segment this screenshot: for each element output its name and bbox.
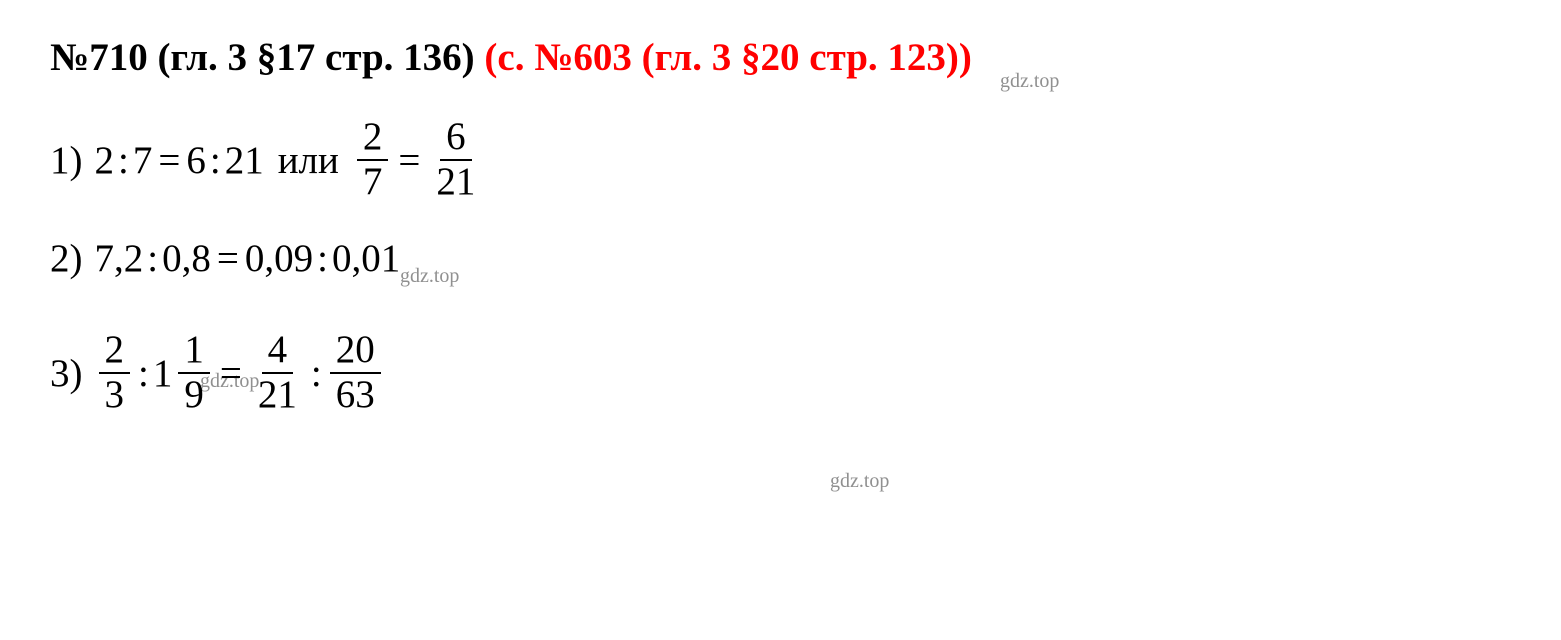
p3-fraction-1: 2 3 — [99, 329, 131, 417]
p3-mixed-fraction: 1 1 9 — [153, 329, 214, 417]
p1-frac2-den: 21 — [430, 161, 481, 204]
p1-right-b: 21 — [225, 138, 264, 183]
p3-frac1-den: 3 — [99, 374, 131, 417]
p1-frac1-num: 2 — [357, 116, 389, 161]
p3-mixed-whole: 1 — [153, 351, 173, 396]
watermark-4: gdz.top — [830, 470, 889, 493]
p1-right-a: 6 — [186, 138, 206, 183]
p1-eq-2: = — [398, 138, 420, 183]
problem-3: 3) 2 3 : 1 1 9 = 4 21 : 20 63 — [50, 323, 1511, 423]
p1-frac2-num: 6 — [440, 116, 472, 161]
p1-left-a: 2 — [95, 138, 115, 183]
p1-eq-1: = — [158, 138, 180, 183]
colon-icon: : — [118, 138, 129, 183]
problem-1-number: 1) — [50, 138, 83, 183]
p2-eq: = — [217, 236, 239, 281]
p3-frac2-den: 21 — [252, 374, 303, 417]
problem-3-number: 3) — [50, 351, 83, 396]
p1-frac1-den: 7 — [357, 161, 389, 204]
p1-left-b: 7 — [133, 138, 153, 183]
colon-icon: : — [210, 138, 221, 183]
p1-or-text: или — [278, 138, 339, 183]
p3-frac2-num: 4 — [262, 329, 294, 374]
p3-frac3-num: 20 — [330, 329, 381, 374]
problem-1: 1) 2 : 7 = 6 : 21 или 2 7 = 6 21 — [50, 110, 1511, 210]
p2-left-a: 7,2 — [95, 236, 144, 281]
watermark-1: gdz.top — [1000, 70, 1059, 93]
p1-fraction-2: 6 21 — [430, 116, 481, 204]
p3-mixed-frac: 1 9 — [178, 329, 210, 417]
p3-frac3-den: 63 — [330, 374, 381, 417]
p3-eq: = — [220, 351, 242, 396]
p3-mixed-den: 9 — [178, 374, 210, 417]
p3-fraction-2: 4 21 — [252, 329, 303, 417]
p3-mixed-num: 1 — [178, 329, 210, 374]
p2-right-b: 0,01 — [332, 236, 400, 281]
header-line: №710 (гл. 3 §17 стр. 136) (с. №603 (гл. … — [50, 35, 1511, 80]
header-black-text: №710 (гл. 3 §17 стр. 136) — [50, 36, 475, 79]
p1-fraction-1: 2 7 — [357, 116, 389, 204]
problem-2-number: 2) — [50, 236, 83, 281]
colon-icon: : — [311, 351, 322, 396]
p2-left-b: 0,8 — [162, 236, 211, 281]
colon-icon: : — [317, 236, 328, 281]
colon-icon: : — [138, 351, 149, 396]
p3-frac1-num: 2 — [99, 329, 131, 374]
p2-right-a: 0,09 — [245, 236, 313, 281]
problem-2: 2) 7,2 : 0,8 = 0,09 : 0,01 — [50, 228, 1511, 288]
colon-icon: : — [147, 236, 158, 281]
p3-fraction-3: 20 63 — [330, 329, 381, 417]
header-red-text: (с. №603 (гл. 3 §20 стр. 123)) — [484, 36, 971, 79]
